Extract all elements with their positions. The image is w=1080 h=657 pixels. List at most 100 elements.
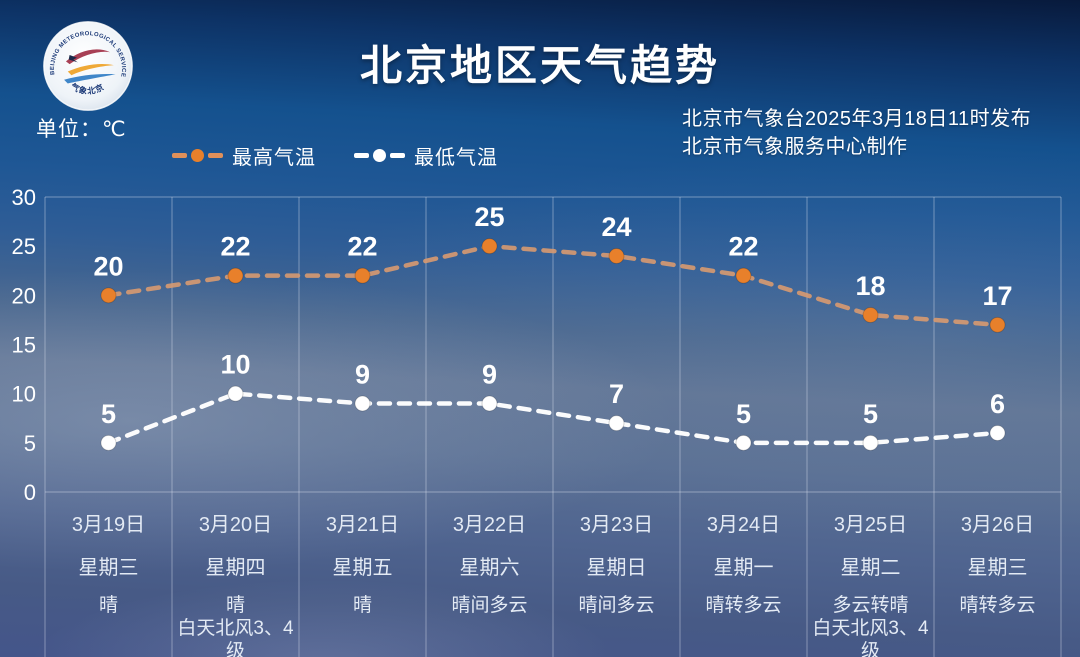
- high-temp-marker: [227, 267, 244, 284]
- high-temp-line-swatch-icon: [172, 149, 223, 162]
- x-axis-column: 3月20日星期四晴白天北风3、4级: [172, 500, 299, 657]
- x-axis-column: 3月23日星期日晴间多云: [553, 500, 680, 657]
- low-temp-marker: [227, 385, 244, 402]
- high-temp-line: [106, 243, 1000, 328]
- legend-item-high-temp: 最高气温: [172, 141, 316, 170]
- condition-label: 晴: [299, 594, 426, 617]
- condition-label: 晴: [45, 594, 172, 617]
- weekday-label: 星期一: [713, 557, 774, 579]
- logo-bird-icon: [68, 54, 78, 63]
- date-label: 3月20日: [198, 514, 273, 536]
- logo-orange-swoosh-icon: [67, 64, 114, 76]
- high-temp-value-label: 22: [728, 232, 758, 262]
- condition-line: 白天北风3、4级: [177, 618, 294, 657]
- condition-label: 晴间多云: [553, 594, 680, 617]
- low-temp-value-label: 10: [220, 350, 250, 380]
- low-temp-value-label: 7: [609, 379, 624, 409]
- low-temp-marker: [862, 434, 879, 451]
- condition-label: 晴转多云: [934, 594, 1061, 617]
- logo-red-swoosh-icon: [65, 49, 111, 65]
- high-temp-marker: [989, 316, 1006, 333]
- condition-line: 晴间多云: [451, 595, 528, 616]
- publisher-info: 北京市气象台2025年3月18日11时发布 北京市气象服务中心制作: [682, 105, 1031, 161]
- publisher-line-1: 北京市气象台2025年3月18日11时发布: [682, 108, 1032, 130]
- condition-line: 晴: [98, 595, 118, 616]
- date-label: 3月24日: [706, 514, 781, 536]
- x-axis-column: 3月24日星期一晴转多云: [680, 500, 807, 657]
- low-temp-value-label: 9: [482, 360, 497, 390]
- x-axis-column: 3月19日星期三晴: [45, 500, 172, 657]
- condition-line: 晴: [225, 595, 245, 616]
- condition-label: 晴白天北风3、4级: [172, 594, 299, 657]
- logo-blue-swoosh-icon: [64, 74, 116, 84]
- legend-item-low-temp: 最低气温: [354, 141, 498, 170]
- page-title: 北京地区天气趋势: [359, 42, 720, 89]
- low-temp-marker: [735, 434, 752, 451]
- condition-line: 晴转多云: [959, 595, 1036, 616]
- high-temp-value-label: 22: [220, 232, 250, 262]
- high-temp-value-label: 18: [855, 271, 885, 301]
- low-temp-line-swatch-icon: [354, 149, 405, 162]
- weekday-label: 星期四: [205, 557, 266, 579]
- condition-line: 多云转晴: [832, 595, 909, 616]
- high-temp-marker: [862, 307, 879, 323]
- high-temp-marker: [735, 267, 752, 284]
- legend-label-low-temp: 最低气温: [414, 147, 498, 169]
- low-temp-value-label: 9: [355, 360, 370, 390]
- y-tick-label: 15: [12, 333, 36, 358]
- weekday-label: 星期三: [78, 557, 139, 579]
- high-temp-marker: [354, 267, 371, 284]
- condition-label: 晴间多云: [426, 594, 553, 617]
- high-temp-marker: [608, 248, 625, 264]
- high-temp-marker: [100, 287, 117, 304]
- weekday-label: 星期二: [840, 557, 901, 579]
- x-axis-column: 3月25日星期二多云转晴 白天北风3、4级: [807, 500, 934, 657]
- y-tick-label: 5: [24, 431, 36, 456]
- x-axis-column: 3月21日星期五晴: [299, 500, 426, 657]
- condition-line: 晴: [352, 595, 372, 616]
- date-label: 3月26日: [960, 514, 1035, 536]
- condition-line: 晴转多云: [705, 595, 782, 616]
- y-tick-label: 0: [24, 480, 36, 505]
- high-temp-value-label: 25: [474, 202, 504, 232]
- low-temp-marker: [608, 415, 625, 432]
- date-label: 3月22日: [452, 514, 527, 536]
- low-temp-value-label: 6: [990, 389, 1005, 419]
- condition-label: 晴转多云: [680, 594, 807, 617]
- low-temp-marker: [989, 425, 1006, 441]
- high-temp-marker: [481, 238, 498, 255]
- high-temp-value-label: 20: [93, 251, 123, 281]
- low-temp-marker: [100, 434, 117, 451]
- high-temp-value-label: 17: [982, 281, 1012, 311]
- y-tick-label: 10: [12, 382, 36, 407]
- low-temp-value-label: 5: [863, 399, 878, 429]
- date-label: 3月21日: [325, 514, 400, 536]
- date-label: 3月23日: [579, 514, 654, 536]
- low-temp-marker: [354, 395, 371, 412]
- weekday-label: 星期日: [586, 557, 647, 579]
- weekday-label: 星期五: [332, 557, 393, 579]
- beijing-meteorological-service-logo: BEIJING METEOROLOGICAL SERVICE 气象北京: [42, 19, 134, 113]
- weekday-label: 星期六: [459, 557, 520, 579]
- date-label: 3月25日: [833, 514, 908, 536]
- high-temp-value-label: 22: [347, 232, 377, 262]
- low-temp-value-label: 5: [736, 399, 751, 429]
- low-temp-value-label: 5: [101, 399, 116, 429]
- date-label: 3月19日: [71, 514, 146, 536]
- weekday-label: 星期三: [967, 557, 1028, 579]
- low-temp-marker: [481, 395, 498, 412]
- y-tick-label: 20: [12, 283, 36, 308]
- logo-badge-icon: BEIJING METEOROLOGICAL SERVICE 气象北京: [43, 21, 133, 111]
- chart-legend: 最高气温 最低气温: [172, 141, 498, 170]
- y-tick-label: 25: [12, 234, 36, 259]
- condition-label: 多云转晴 白天北风3、4级: [807, 594, 934, 657]
- high-temp-value-label: 24: [601, 212, 631, 242]
- x-axis-column: 3月26日星期三晴转多云: [934, 500, 1061, 657]
- legend-label-high-temp: 最高气温: [232, 147, 316, 169]
- condition-line: 晴间多云: [578, 595, 655, 616]
- publisher-line-2: 北京市气象服务中心制作: [682, 136, 908, 158]
- x-axis-column: 3月22日星期六晴间多云: [426, 500, 553, 657]
- y-tick-label: 30: [12, 185, 36, 210]
